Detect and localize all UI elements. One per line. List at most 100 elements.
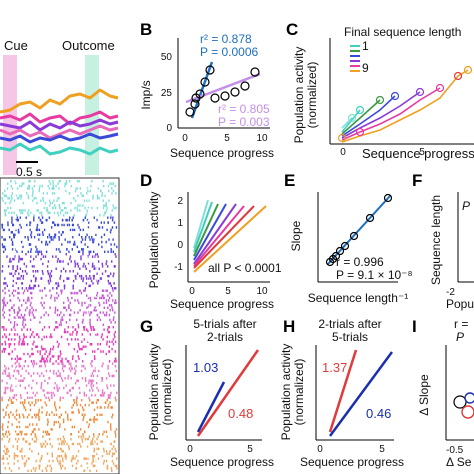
- panel-b-xtick-0: 0: [182, 133, 188, 144]
- data-point: [365, 213, 375, 223]
- panel-h-xtick-0: 0: [317, 444, 323, 455]
- panel-g-title-1: 5-trials after: [193, 317, 256, 331]
- panel-g-xtick-1: 5: [247, 444, 253, 455]
- panel-h-red-value: 1.37: [322, 360, 347, 375]
- panel-i-xtick: -0.5: [446, 445, 464, 456]
- slope-line-len-3: [193, 203, 219, 257]
- panel-g: G 5-trials after 2-trials Population act…: [140, 317, 274, 469]
- spike-raster: [1, 180, 118, 472]
- scale-label: 0.5 s: [16, 165, 42, 179]
- panel-e-ylabel: Slope: [289, 220, 303, 251]
- panel-b-xlabel: Sequence progress: [170, 146, 274, 160]
- panel-g-line-red: [196, 349, 260, 437]
- panel-e: E Slope Sequence length⁻¹ r = 0.996 P = …: [284, 171, 413, 305]
- slope-line-len-4: [193, 203, 227, 261]
- data-point: [185, 107, 195, 117]
- panel-i-ylabel: Δ Slope: [417, 374, 431, 416]
- panel-i-r: r =: [454, 317, 468, 331]
- psth-trace-blue: [0, 132, 119, 144]
- psth-trace-violet: [0, 118, 119, 132]
- panel-d-lines: [193, 199, 267, 273]
- panel-h-title-1: 2-trials after: [318, 317, 381, 331]
- panel-d-ytick-0: -1: [174, 262, 183, 273]
- marker: [355, 105, 365, 115]
- panel-h-line-red: [328, 349, 358, 433]
- marker: [347, 113, 357, 123]
- panel-e-r: r = 0.996: [336, 255, 384, 269]
- psth-traces: [0, 88, 119, 156]
- panel-g-ylabel-2: (normalized): [160, 359, 174, 426]
- panel-b-fit-blue-p: P = 0.0006: [200, 45, 258, 59]
- panel-f-xlabel: Popu: [446, 297, 474, 311]
- data-point: [190, 99, 200, 109]
- marker: [375, 95, 385, 105]
- panel-d-xtick-2: 10: [256, 286, 268, 297]
- panel-c-ylabel-2: (normalized): [305, 62, 319, 129]
- slope-line-len-6: [193, 203, 237, 265]
- panel-b-xtick-2: 10: [256, 133, 268, 144]
- legend-item-1: 1: [362, 39, 369, 53]
- data-point: [205, 65, 215, 75]
- panel-h-title-2: 5-trials: [332, 330, 368, 344]
- panel-b-fit-purple-p: P = 0.003: [218, 115, 270, 129]
- panel-b-ytick-2: 50: [161, 52, 173, 63]
- panel-h-line-blue: [328, 351, 394, 437]
- panel-h-xtick-1: 5: [379, 444, 385, 455]
- panel-d: D -1 0 1 2 0 5 10 Population activity Se…: [140, 171, 282, 311]
- panel-b-fit-blue-r2: r² = 0.878: [200, 32, 252, 46]
- panel-h-ylabel-2: (normalized): [292, 359, 306, 426]
- data-point: [461, 405, 474, 419]
- panel-c: C Population activity (normalized) 0 5 S…: [286, 20, 474, 161]
- panel-b-letter: B: [140, 20, 152, 39]
- marker: [463, 65, 473, 75]
- panel-d-letter: D: [140, 171, 152, 190]
- panel-c-xlabel: Sequence progress: [362, 146, 474, 161]
- legend-item-9: 9: [362, 61, 369, 75]
- data-point: [230, 87, 240, 97]
- panel-b-xtick-1: 5: [224, 133, 230, 144]
- outcome-label: Outcome: [62, 38, 115, 53]
- panel-b-ytick-0: 0: [166, 123, 172, 134]
- panel-i-xlabel: Δ Se: [446, 455, 472, 469]
- panel-g-letter: G: [140, 317, 153, 336]
- slope-line-len-1: [193, 199, 209, 249]
- panel-e-p: P = 9.1 × 10⁻⁸: [336, 268, 413, 282]
- panel-c-xtick-1: 5: [419, 147, 425, 158]
- marker: [453, 71, 463, 81]
- panel-i-letter: I: [412, 317, 417, 336]
- panel-e-xlabel: Sequence length⁻¹: [308, 291, 408, 305]
- panel-f-letter: F: [412, 171, 422, 190]
- series-len-1: [341, 117, 353, 129]
- panel-g-red-value: 0.48: [228, 406, 253, 421]
- panel-h-blue-value: 0.46: [366, 406, 391, 421]
- data-point: [340, 241, 350, 251]
- panel-d-annotation: all P < 0.0001: [208, 261, 282, 275]
- marker: [415, 87, 425, 97]
- psth-trace-orange: [0, 88, 119, 114]
- data-point: [200, 77, 210, 87]
- series-len-4: [341, 95, 396, 137]
- panel-c-legend-title: Final sequence length: [344, 25, 461, 39]
- psth-trace-cyan: [0, 142, 119, 156]
- panel-b-points: [185, 65, 260, 117]
- psth-trace-magenta: [0, 110, 119, 126]
- marker: [435, 83, 445, 93]
- panel-c-markers: [337, 65, 473, 143]
- panel-g-title-2: 2-trials: [207, 330, 243, 344]
- panel-f-xtick: -2: [446, 287, 455, 298]
- data-point: [250, 67, 260, 77]
- panel-d-xlabel: Sequence progress: [170, 297, 274, 311]
- panel-h-ylabel-1: Population activity: [279, 344, 293, 441]
- panel-g-xlabel: Sequence progress: [170, 455, 274, 469]
- panel-e-points: [325, 193, 393, 267]
- panel-i: I r = P Δ Slope -0.5 Δ Se: [412, 317, 474, 469]
- data-point: [191, 93, 201, 103]
- panel-b-ylabel: Imp/s: [139, 80, 153, 109]
- data-point: [383, 193, 393, 203]
- panel-e-letter: E: [284, 171, 295, 190]
- data-point: [453, 395, 467, 409]
- slope-line-len-8: [193, 205, 255, 269]
- slope-line-len-7: [193, 205, 245, 267]
- panel-h-letter: H: [283, 317, 295, 336]
- psth-trace-pink: [0, 124, 119, 140]
